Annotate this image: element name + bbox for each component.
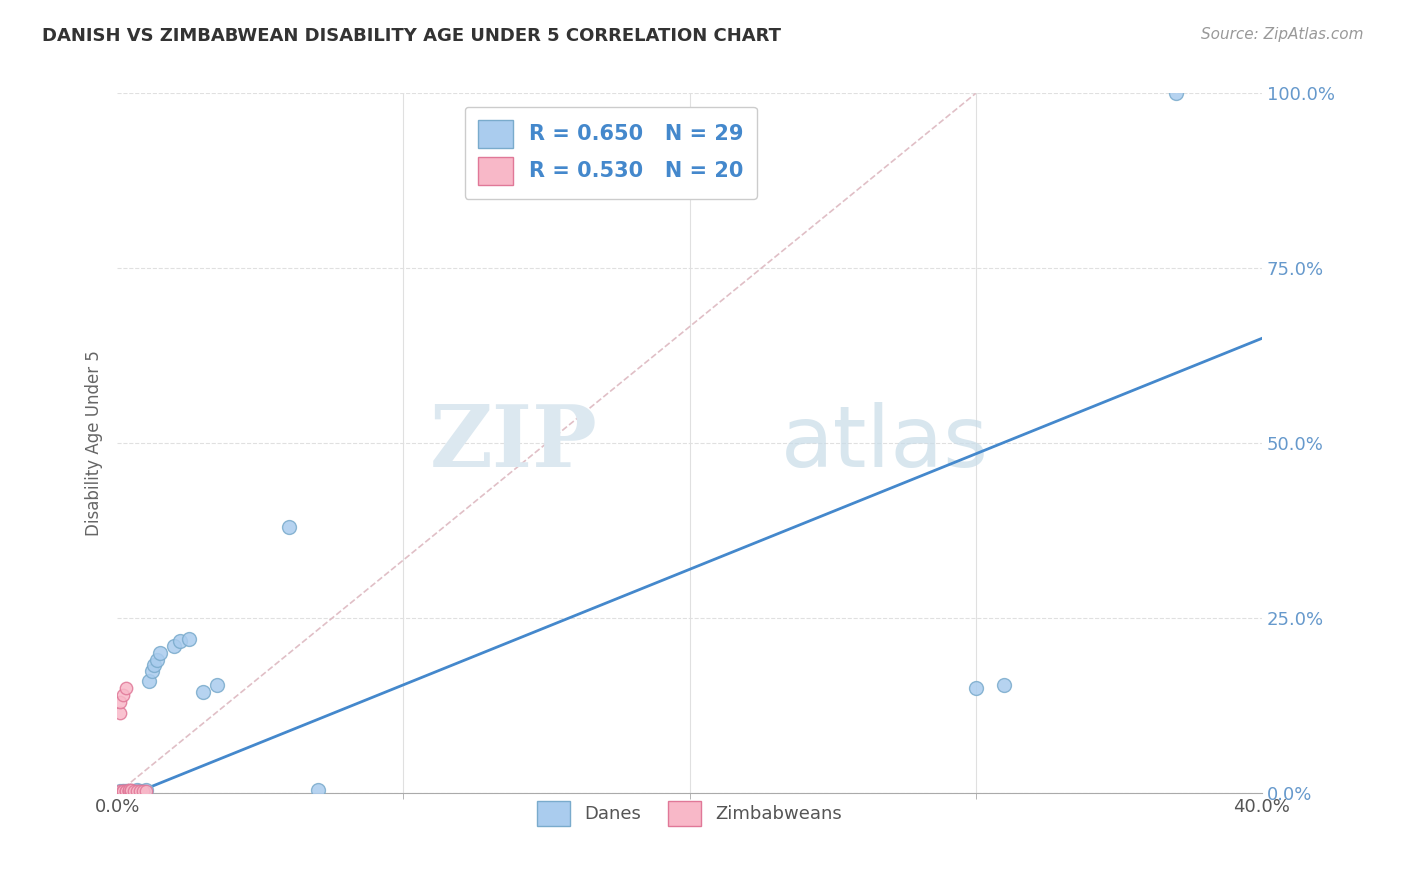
Point	[108, 784, 131, 798]
Point	[111, 784, 134, 798]
Point	[114, 681, 136, 696]
Point	[108, 706, 131, 720]
Point	[163, 640, 186, 654]
Point	[169, 633, 191, 648]
Point	[117, 783, 139, 797]
Point	[993, 678, 1015, 692]
Text: DANISH VS ZIMBABWEAN DISABILITY AGE UNDER 5 CORRELATION CHART: DANISH VS ZIMBABWEAN DISABILITY AGE UNDE…	[42, 27, 782, 45]
Point	[117, 784, 139, 798]
Text: Source: ZipAtlas.com: Source: ZipAtlas.com	[1201, 27, 1364, 42]
Point	[114, 783, 136, 797]
Point	[191, 685, 214, 699]
Text: ZIP: ZIP	[430, 401, 598, 485]
Point	[108, 695, 131, 709]
Point	[965, 681, 987, 696]
Point	[129, 783, 152, 797]
Point	[127, 783, 149, 797]
Point	[121, 783, 143, 797]
Legend: Danes, Zimbabweans: Danes, Zimbabweans	[530, 793, 849, 833]
Point	[111, 783, 134, 797]
Text: atlas: atlas	[782, 402, 988, 485]
Point	[141, 664, 163, 678]
Point	[121, 782, 143, 797]
Point	[121, 783, 143, 797]
Y-axis label: Disability Age Under 5: Disability Age Under 5	[86, 351, 103, 536]
Point	[117, 782, 139, 797]
Point	[143, 658, 166, 673]
Point	[111, 783, 134, 797]
Point	[124, 783, 146, 797]
Point	[114, 784, 136, 798]
Point	[111, 689, 134, 703]
Point	[127, 782, 149, 797]
Point	[114, 784, 136, 798]
Point	[277, 520, 299, 534]
Point	[121, 784, 143, 798]
Point	[135, 784, 157, 798]
Point	[207, 678, 229, 692]
Point	[138, 674, 160, 689]
Point	[146, 653, 169, 667]
Point	[132, 783, 155, 797]
Point	[127, 783, 149, 797]
Point	[135, 782, 157, 797]
Point	[114, 783, 136, 797]
Point	[1164, 87, 1187, 101]
Point	[124, 783, 146, 797]
Point	[111, 784, 134, 798]
Point	[108, 784, 131, 798]
Point	[129, 783, 152, 797]
Point	[307, 782, 329, 797]
Point	[132, 784, 155, 798]
Point	[149, 646, 172, 660]
Point	[177, 632, 200, 647]
Point	[117, 784, 139, 798]
Point	[121, 784, 143, 798]
